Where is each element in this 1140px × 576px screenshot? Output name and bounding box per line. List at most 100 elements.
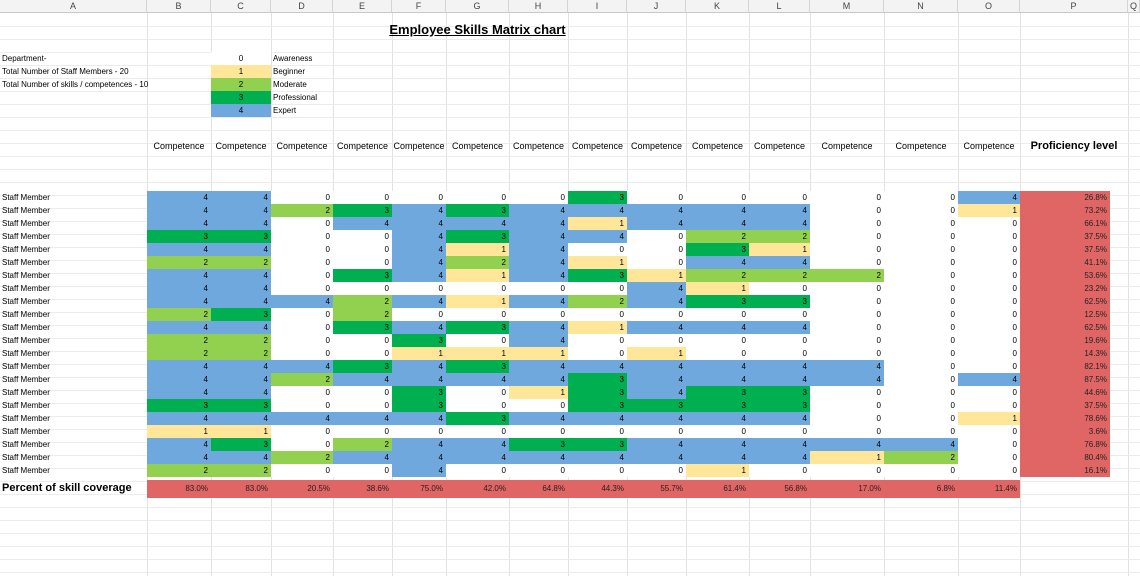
skill-cell[interactable]: 3 (749, 399, 810, 412)
skill-cell[interactable]: 2 (271, 204, 333, 217)
skill-cell[interactable]: 4 (211, 321, 271, 334)
skill-cell[interactable]: 4 (509, 412, 568, 425)
skill-cell[interactable]: 3 (392, 399, 446, 412)
skill-cell[interactable]: 0 (884, 282, 958, 295)
skill-cell[interactable]: 1 (958, 204, 1020, 217)
skill-cell[interactable]: 4 (392, 412, 446, 425)
skill-cell[interactable]: 4 (749, 451, 810, 464)
skill-cell[interactable]: 4 (686, 256, 749, 269)
skill-cell[interactable]: 0 (627, 425, 686, 438)
skill-cell[interactable]: 0 (271, 347, 333, 360)
skill-cell[interactable]: 1 (392, 347, 446, 360)
skill-cell[interactable]: 4 (147, 412, 211, 425)
skill-cell[interactable]: 0 (446, 308, 509, 321)
skill-cell[interactable]: 0 (958, 399, 1020, 412)
skill-cell[interactable]: 2 (749, 269, 810, 282)
skill-cell[interactable]: 4 (627, 217, 686, 230)
skill-cell[interactable]: 0 (958, 464, 1020, 477)
skill-cell[interactable]: 0 (271, 217, 333, 230)
coverage-cell[interactable]: 17.0% (810, 480, 884, 498)
skill-cell[interactable]: 4 (810, 360, 884, 373)
skill-cell[interactable]: 0 (271, 269, 333, 282)
proficiency-cell[interactable]: 23.2% (1020, 282, 1110, 295)
skill-cell[interactable]: 0 (333, 386, 392, 399)
skill-cell[interactable]: 3 (333, 204, 392, 217)
skill-cell[interactable]: 4 (392, 451, 446, 464)
skill-cell[interactable]: 4 (392, 295, 446, 308)
skill-cell[interactable]: 0 (333, 399, 392, 412)
skill-cell[interactable]: 4 (392, 464, 446, 477)
skill-cell[interactable]: 0 (446, 464, 509, 477)
skill-cell[interactable]: 0 (958, 425, 1020, 438)
column-header-d[interactable]: D (271, 0, 333, 13)
skill-cell[interactable]: 0 (884, 269, 958, 282)
skill-cell[interactable]: 4 (147, 243, 211, 256)
skill-cell[interactable]: 0 (958, 308, 1020, 321)
skill-cell[interactable]: 0 (749, 282, 810, 295)
proficiency-cell[interactable]: 3.6% (1020, 425, 1110, 438)
skill-cell[interactable]: 4 (271, 360, 333, 373)
skill-cell[interactable]: 4 (627, 360, 686, 373)
skill-cell[interactable]: 3 (686, 243, 749, 256)
column-header-b[interactable]: B (147, 0, 211, 13)
skill-cell[interactable]: 3 (446, 204, 509, 217)
skill-cell[interactable]: 0 (271, 386, 333, 399)
skill-cell[interactable]: 0 (509, 282, 568, 295)
skill-cell[interactable]: 0 (333, 256, 392, 269)
competence-header[interactable]: Competence (753, 141, 806, 151)
skill-cell[interactable]: 4 (392, 321, 446, 334)
skill-cell[interactable]: 0 (958, 347, 1020, 360)
skill-cell[interactable]: 3 (333, 321, 392, 334)
skill-cell[interactable]: 0 (810, 191, 884, 204)
skill-cell[interactable]: 0 (627, 243, 686, 256)
skill-cell[interactable]: 1 (958, 412, 1020, 425)
skill-cell[interactable]: 0 (810, 230, 884, 243)
skill-cell[interactable]: 0 (749, 464, 810, 477)
proficiency-cell[interactable]: 73.2% (1020, 204, 1110, 217)
skill-cell[interactable]: 0 (749, 308, 810, 321)
skill-cell[interactable]: 0 (884, 334, 958, 347)
skill-cell[interactable]: 4 (392, 217, 446, 230)
skill-cell[interactable]: 4 (147, 282, 211, 295)
skill-cell[interactable]: 4 (392, 269, 446, 282)
coverage-cell[interactable]: 42.0% (446, 480, 509, 498)
competence-header[interactable]: Competence (512, 141, 565, 151)
skill-cell[interactable]: 0 (884, 230, 958, 243)
skill-cell[interactable]: 4 (147, 269, 211, 282)
skill-cell[interactable]: 0 (627, 334, 686, 347)
skill-cell[interactable]: 2 (333, 295, 392, 308)
competence-header[interactable]: Competence (336, 141, 389, 151)
skill-cell[interactable]: 4 (884, 438, 958, 451)
skill-cell[interactable]: 4 (627, 412, 686, 425)
skill-cell[interactable]: 4 (392, 438, 446, 451)
skill-cell[interactable]: 4 (810, 373, 884, 386)
skill-cell[interactable]: 3 (446, 230, 509, 243)
skill-cell[interactable]: 4 (627, 451, 686, 464)
skill-cell[interactable]: 0 (749, 347, 810, 360)
skill-cell[interactable]: 4 (568, 230, 627, 243)
skill-cell[interactable]: 4 (147, 191, 211, 204)
skill-cell[interactable]: 3 (749, 386, 810, 399)
skill-cell[interactable]: 4 (211, 295, 271, 308)
skill-cell[interactable]: 0 (509, 308, 568, 321)
skill-cell[interactable]: 0 (392, 191, 446, 204)
proficiency-cell[interactable]: 41.1% (1020, 256, 1110, 269)
column-header-k[interactable]: K (686, 0, 749, 13)
coverage-cell[interactable]: 56.8% (749, 480, 810, 498)
skill-cell[interactable]: 4 (333, 451, 392, 464)
skill-cell[interactable]: 3 (509, 438, 568, 451)
proficiency-cell[interactable]: 82.1% (1020, 360, 1110, 373)
skill-cell[interactable]: 0 (568, 282, 627, 295)
skill-cell[interactable]: 3 (446, 360, 509, 373)
skill-cell[interactable]: 0 (810, 464, 884, 477)
column-header-a[interactable]: A (0, 0, 147, 13)
skill-cell[interactable]: 1 (446, 347, 509, 360)
skill-cell[interactable]: 4 (147, 451, 211, 464)
skill-cell[interactable]: 0 (333, 425, 392, 438)
skill-cell[interactable]: 1 (568, 321, 627, 334)
skill-cell[interactable]: 0 (958, 282, 1020, 295)
skill-cell[interactable]: 1 (568, 217, 627, 230)
column-header-j[interactable]: J (627, 0, 686, 13)
column-header-e[interactable]: E (333, 0, 392, 13)
